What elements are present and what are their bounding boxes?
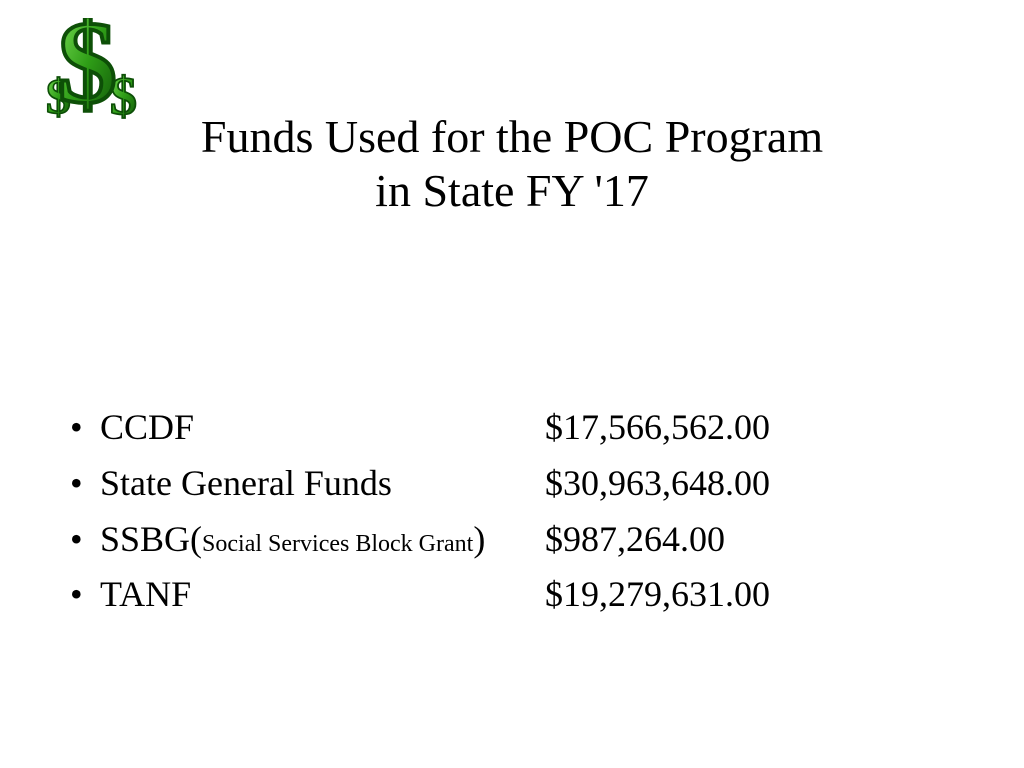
list-item: • State General Funds $30,963,648.00 xyxy=(70,456,950,512)
fund-amount: $19,279,631.00 xyxy=(545,567,950,623)
bullet: • xyxy=(70,456,100,512)
fund-label: TANF xyxy=(100,567,545,623)
bullet: • xyxy=(70,400,100,456)
slide: $ $ $ Funds Used for the POC Program in … xyxy=(0,0,1024,768)
fund-list: • CCDF $17,566,562.00 • State General Fu… xyxy=(70,400,950,623)
fund-amount: $987,264.00 xyxy=(545,512,950,568)
fund-label: CCDF xyxy=(100,400,545,456)
fund-amount: $17,566,562.00 xyxy=(545,400,950,456)
bullet: • xyxy=(70,567,100,623)
list-item: • TANF $19,279,631.00 xyxy=(70,567,950,623)
fund-label: State General Funds xyxy=(100,456,545,512)
fund-amount: $30,963,648.00 xyxy=(545,456,950,512)
fund-label: SSBG(Social Services Block Grant) xyxy=(100,512,545,568)
list-item: • SSBG(Social Services Block Grant) $987… xyxy=(70,512,950,568)
title-line-2: in State FY '17 xyxy=(0,164,1024,218)
slide-title: Funds Used for the POC Program in State … xyxy=(0,110,1024,219)
list-item: • CCDF $17,566,562.00 xyxy=(70,400,950,456)
bullet: • xyxy=(70,512,100,568)
title-line-1: Funds Used for the POC Program xyxy=(0,110,1024,164)
